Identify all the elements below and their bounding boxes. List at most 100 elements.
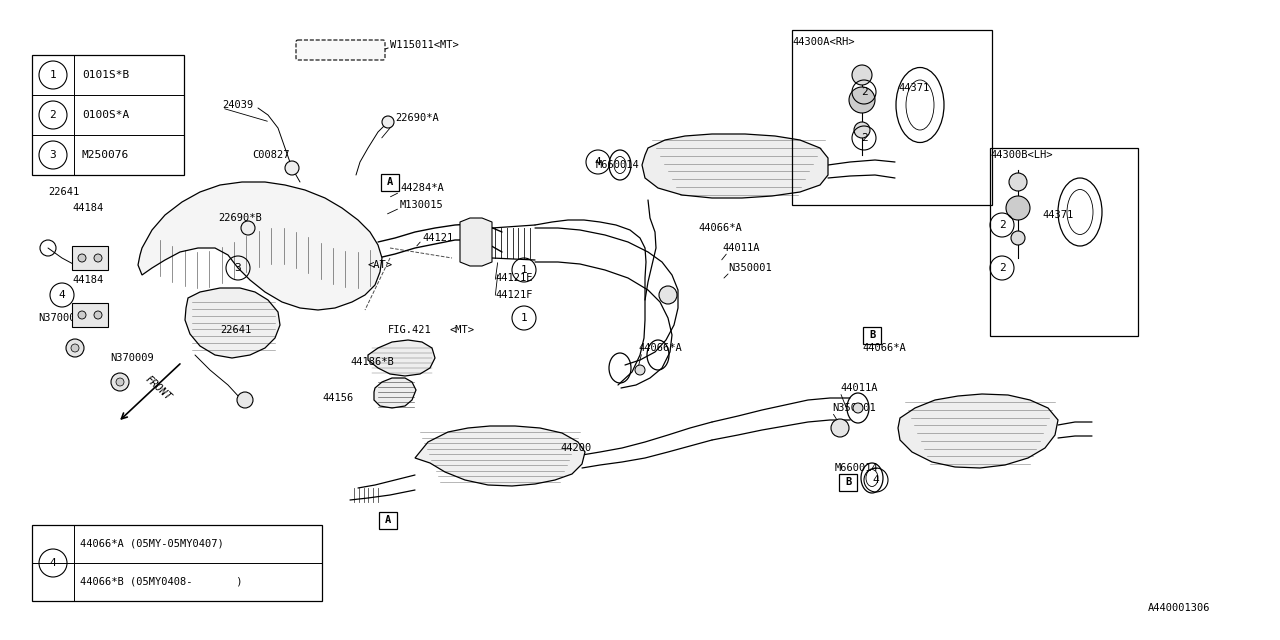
Text: 44011A: 44011A	[840, 383, 878, 393]
Text: N350001: N350001	[728, 263, 772, 273]
Circle shape	[93, 254, 102, 262]
Text: 1: 1	[521, 265, 527, 275]
Text: W115011<MT>: W115011<MT>	[390, 40, 458, 50]
Text: FIG.421: FIG.421	[388, 325, 431, 335]
Text: M250076: M250076	[82, 150, 129, 160]
Text: 2: 2	[860, 87, 868, 97]
Text: 2: 2	[998, 263, 1005, 273]
Text: 44011A: 44011A	[722, 243, 759, 253]
Polygon shape	[899, 394, 1059, 468]
Text: 0101S*B: 0101S*B	[82, 70, 129, 80]
Circle shape	[285, 161, 300, 175]
Circle shape	[78, 254, 86, 262]
Text: 44156: 44156	[323, 393, 353, 403]
Text: N370009: N370009	[38, 313, 82, 323]
Text: 44284*A: 44284*A	[399, 183, 444, 193]
Text: 44184: 44184	[72, 275, 104, 285]
Circle shape	[111, 373, 129, 391]
Bar	[72, 303, 108, 327]
Circle shape	[854, 122, 870, 138]
Polygon shape	[186, 288, 280, 358]
Text: 44300A<RH>: 44300A<RH>	[792, 37, 855, 47]
Circle shape	[849, 87, 876, 113]
Text: 44371: 44371	[899, 83, 929, 93]
Circle shape	[116, 378, 124, 386]
Text: 22641: 22641	[220, 325, 251, 335]
Circle shape	[852, 65, 872, 85]
Bar	[379, 511, 397, 529]
Polygon shape	[415, 426, 585, 486]
Text: B: B	[845, 477, 851, 487]
Bar	[792, 30, 992, 205]
Text: C00827: C00827	[252, 150, 289, 160]
Circle shape	[93, 311, 102, 319]
Text: 22690*B: 22690*B	[218, 213, 261, 223]
Text: 44066*B (05MY0408-       ): 44066*B (05MY0408- )	[79, 577, 242, 587]
Text: 44200: 44200	[561, 443, 591, 453]
Text: 44371: 44371	[1042, 210, 1073, 220]
Text: 44300B<LH>: 44300B<LH>	[989, 150, 1052, 160]
Text: 3: 3	[50, 150, 56, 160]
Text: B: B	[869, 330, 876, 340]
Text: <MT>: <MT>	[451, 325, 475, 335]
Text: 44066*A: 44066*A	[637, 343, 682, 353]
Text: 2: 2	[998, 220, 1005, 230]
Text: 44186*B: 44186*B	[349, 357, 394, 367]
Text: N350001: N350001	[832, 403, 876, 413]
Text: A440001306: A440001306	[1148, 603, 1211, 613]
Text: A: A	[387, 177, 393, 187]
Circle shape	[1006, 196, 1030, 220]
Bar	[838, 474, 858, 490]
Text: 44121E: 44121E	[495, 273, 532, 283]
Polygon shape	[374, 378, 416, 408]
Circle shape	[237, 392, 253, 408]
Text: 2: 2	[50, 110, 56, 120]
Text: 2: 2	[860, 133, 868, 143]
Circle shape	[241, 221, 255, 235]
Text: 24039: 24039	[221, 100, 253, 110]
Polygon shape	[643, 134, 828, 198]
Bar	[72, 246, 108, 270]
Text: 4: 4	[50, 558, 56, 568]
Circle shape	[659, 286, 677, 304]
Circle shape	[1009, 173, 1027, 191]
Text: 44066*A: 44066*A	[861, 343, 906, 353]
FancyBboxPatch shape	[296, 40, 385, 60]
Text: <AT>: <AT>	[369, 260, 393, 270]
Text: M660014: M660014	[596, 160, 640, 170]
Circle shape	[70, 344, 79, 352]
Bar	[381, 173, 399, 191]
Bar	[863, 326, 881, 344]
Polygon shape	[138, 182, 381, 310]
Text: 4: 4	[595, 157, 602, 167]
Text: 44121: 44121	[422, 233, 453, 243]
Bar	[32, 55, 184, 175]
Text: 1: 1	[521, 313, 527, 323]
Circle shape	[635, 365, 645, 375]
Text: 3: 3	[234, 263, 242, 273]
Text: M130015: M130015	[399, 200, 444, 210]
Circle shape	[78, 311, 86, 319]
Circle shape	[67, 339, 84, 357]
Circle shape	[831, 419, 849, 437]
Text: 4: 4	[59, 290, 65, 300]
Text: 22641: 22641	[49, 187, 79, 197]
Text: 4: 4	[873, 475, 879, 485]
Text: A: A	[385, 515, 392, 525]
Circle shape	[1011, 231, 1025, 245]
Circle shape	[852, 403, 863, 413]
Text: 44184: 44184	[72, 203, 104, 213]
Text: 44066*A: 44066*A	[698, 223, 741, 233]
Polygon shape	[460, 218, 492, 266]
Bar	[32, 525, 323, 601]
Text: FRONT: FRONT	[143, 374, 173, 402]
Text: 0100S*A: 0100S*A	[82, 110, 129, 120]
Text: N370009: N370009	[110, 353, 154, 363]
Text: 44066*A (05MY-05MY0407): 44066*A (05MY-05MY0407)	[79, 539, 224, 549]
Circle shape	[381, 116, 394, 128]
Polygon shape	[369, 340, 435, 376]
Text: 22690*A: 22690*A	[396, 113, 439, 123]
Text: 44121F: 44121F	[495, 290, 532, 300]
Text: M660014: M660014	[835, 463, 879, 473]
Bar	[989, 148, 1138, 336]
